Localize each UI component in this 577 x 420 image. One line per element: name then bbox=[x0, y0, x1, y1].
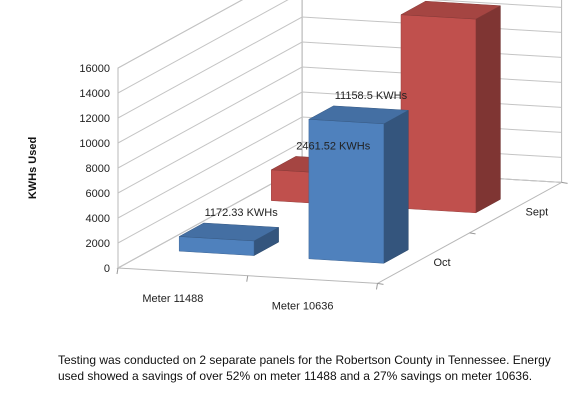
bar bbox=[178, 222, 280, 257]
y-tick-label: 2000 bbox=[86, 238, 110, 250]
y-axis-ticks: 0 2000 4000 6000 8000 10000 12000 14000 16000 bbox=[79, 63, 110, 275]
x-category-label: Meter 11488 bbox=[142, 293, 203, 305]
x-axis-categories: Meter 11488 Meter 10636 bbox=[142, 293, 333, 313]
y-tick-label: 12000 bbox=[79, 113, 110, 125]
x-tick bbox=[246, 275, 249, 282]
data-label: 2461.52 KWHs bbox=[296, 141, 370, 153]
y-tick-label: 4000 bbox=[86, 213, 110, 225]
y-axis-label: KWHs Used bbox=[27, 137, 39, 199]
depth-tick bbox=[377, 282, 384, 285]
depth-tick bbox=[469, 232, 476, 235]
chart-caption: Testing was conducted on 2 separate pane… bbox=[58, 353, 551, 383]
y-tick-label: 0 bbox=[104, 263, 110, 275]
depth-category-label: Sept bbox=[526, 207, 549, 219]
y-tick-label: 8000 bbox=[86, 163, 110, 175]
bar bbox=[400, 0, 502, 214]
x-tick bbox=[375, 283, 378, 290]
depth-tick bbox=[561, 181, 568, 184]
chart: 0 2000 4000 6000 8000 10000 12000 14000 16000 24… bbox=[27, 0, 568, 313]
data-label: 11158.5 KWHs bbox=[335, 90, 408, 102]
bar bbox=[308, 105, 410, 264]
y-tick-label: 14000 bbox=[79, 88, 110, 100]
depth-category-label: Oct bbox=[434, 257, 451, 269]
y-tick-label: 16000 bbox=[79, 63, 110, 75]
x-category-label: Meter 10636 bbox=[272, 301, 334, 313]
y-tick-label: 10000 bbox=[79, 138, 110, 150]
depth-axis-categories: Oct Sept bbox=[434, 207, 549, 270]
gridline bbox=[117, 0, 243, 69]
gridline bbox=[117, 0, 562, 94]
x-tick bbox=[116, 267, 119, 275]
data-label: 1172.33 KWHs bbox=[205, 207, 279, 219]
chart-bars bbox=[178, 0, 502, 264]
y-tick-label: 6000 bbox=[86, 188, 110, 200]
